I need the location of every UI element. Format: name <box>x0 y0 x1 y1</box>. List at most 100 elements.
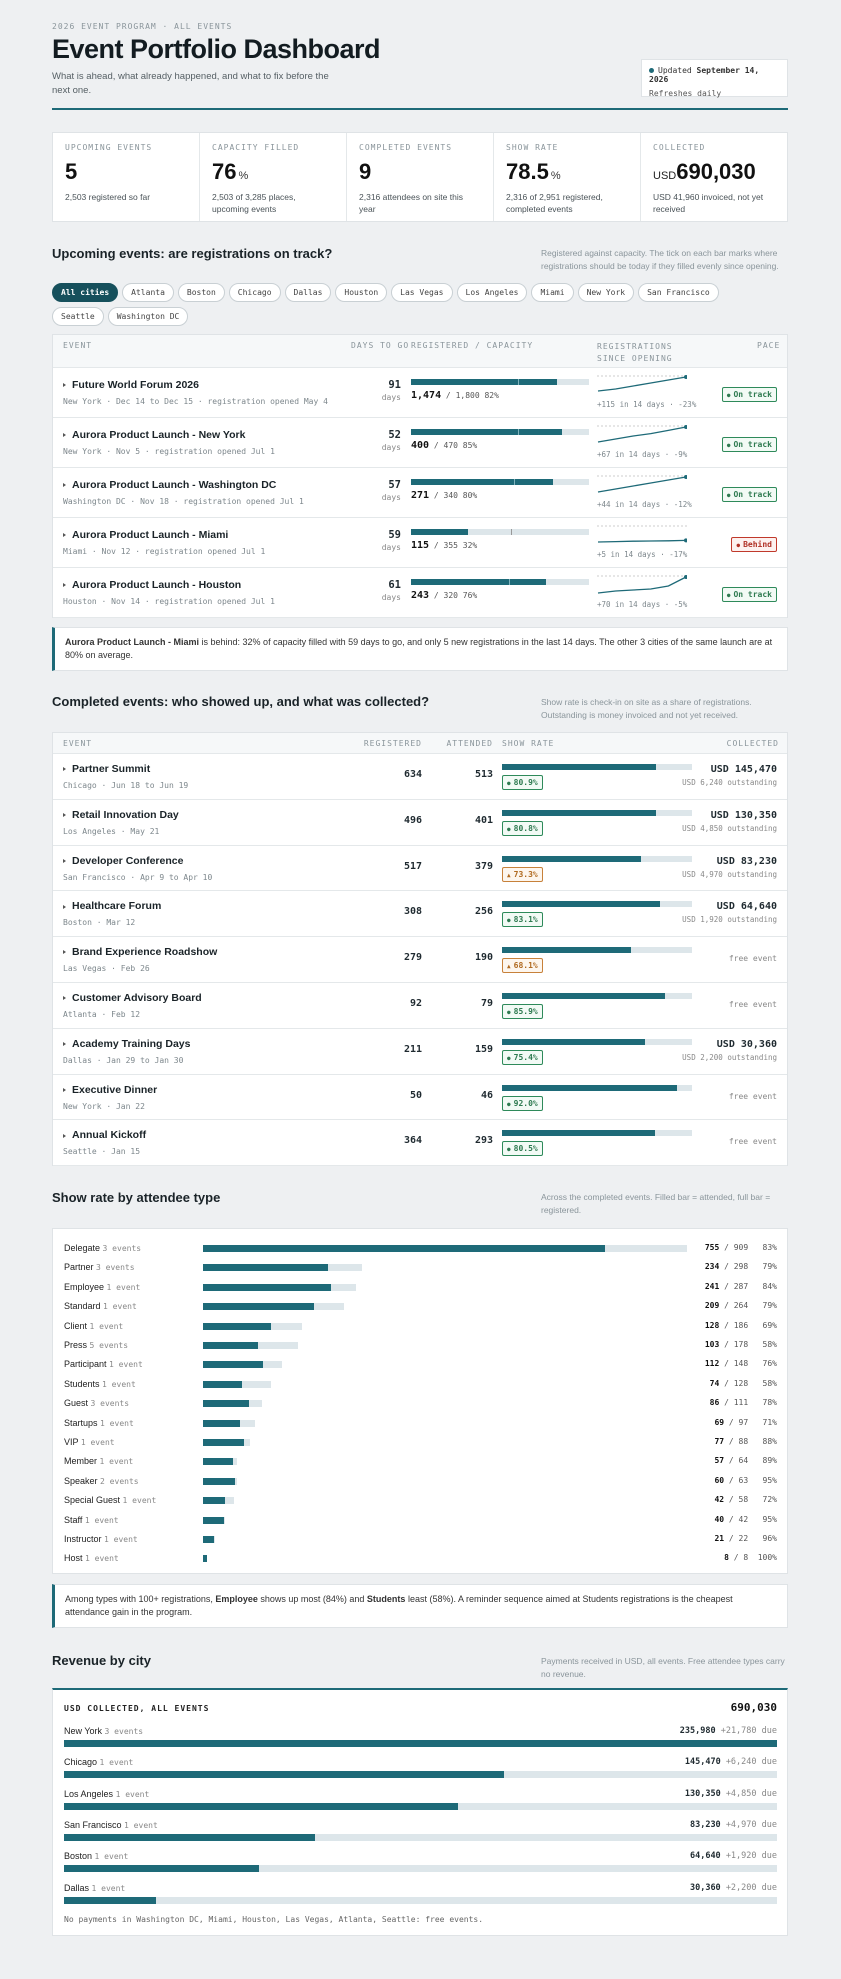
completed-row[interactable]: Developer Conference San Francisco · Apr … <box>53 846 787 892</box>
trend-text: +44 in 14 days · -12% <box>597 500 692 509</box>
expand-caret-icon[interactable] <box>63 950 66 955</box>
completed-row[interactable]: Healthcare Forum Boston · Mar 12 308 256 ● 83… <box>53 891 787 938</box>
pace-badge-wrap: ● On track <box>721 384 777 402</box>
show-rate-badge: ▲ 68.1% <box>502 958 543 974</box>
event-title-line: Aurora Product Launch - Houston <box>63 579 241 591</box>
check-dot-icon: ● <box>726 392 731 399</box>
city-revenue-bar <box>64 1833 777 1841</box>
filter-chip-new-york[interactable]: New York <box>577 283 635 302</box>
expand-caret-icon[interactable] <box>63 858 66 863</box>
upcoming-row[interactable]: Aurora Product Launch - Washington DC Was… <box>53 468 787 518</box>
header-rule <box>52 108 788 110</box>
attended-count: 513 <box>474 769 493 780</box>
expand-caret-icon[interactable] <box>63 996 66 1001</box>
completed-row[interactable]: Brand Experience Roadshow Las Vegas · Feb… <box>53 937 787 983</box>
revenue-city-row: New York 3 events 235,980 +21,780 due <box>64 1726 777 1752</box>
filter-chip-chicago[interactable]: Chicago <box>228 283 281 302</box>
expand-caret-icon[interactable] <box>63 483 66 488</box>
attendee-events: 5 events <box>89 1341 129 1350</box>
city-label: San Francisco 1 event <box>64 1820 158 1830</box>
filter-chip-miami[interactable]: Miami <box>531 283 574 302</box>
registered-bar <box>203 1419 255 1427</box>
attendee-values: 128 / 186 69% <box>704 1320 777 1330</box>
attendee-type: Startups <box>64 1417 98 1428</box>
event-title-line: Aurora Product Launch - Washington DC <box>63 479 276 491</box>
expand-caret-icon[interactable] <box>63 904 66 909</box>
capacity-bar <box>411 479 589 485</box>
days-to-go: 91 <box>388 379 401 391</box>
attended-value: 755 <box>704 1243 720 1252</box>
attendee-type: Special Guest <box>64 1495 121 1506</box>
attended-value: 128 <box>704 1320 720 1330</box>
completed-row[interactable]: Customer Advisory Board Atlanta · Feb 12 9… <box>53 983 787 1029</box>
pace-label: Behind <box>743 540 772 549</box>
expand-caret-icon[interactable] <box>63 813 66 818</box>
collected-amount: USD 83,230 <box>716 855 777 867</box>
reg-count: 1,474 <box>411 390 442 401</box>
outstanding-amount: USD 4,850 outstanding <box>682 823 777 833</box>
expand-caret-icon[interactable] <box>63 533 66 538</box>
attended-value: 21 <box>714 1534 725 1543</box>
upcoming-row[interactable]: Aurora Product Launch - Miami Miami · Nov… <box>53 518 787 568</box>
kpi-strip: UPCOMING EVENTS 5 2,503 registered so far C… <box>52 132 788 222</box>
event-meta: New York · Nov 5 · registration opened J… <box>63 447 275 456</box>
registered-bar <box>203 1361 282 1369</box>
event-name: Brand Experience Roadshow <box>72 946 218 959</box>
registered-bar <box>203 1516 226 1524</box>
filter-chip-boston[interactable]: Boston <box>177 283 225 302</box>
reg-line: 400 / 470 85% <box>411 440 478 451</box>
show-rate-bar <box>502 1084 692 1091</box>
event-meta: Miami · Nov 12 · registration opened Jul… <box>63 547 266 556</box>
attendee-values: 209 / 264 79% <box>704 1301 777 1311</box>
upcoming-title: Upcoming events: are registrations on tr… <box>52 246 333 261</box>
col-event: EVENT <box>63 341 93 350</box>
filter-chip-dallas[interactable]: Dallas <box>284 283 332 302</box>
show-rate-label: 92.0% <box>513 1098 538 1108</box>
completed-row[interactable]: Academy Training Days Dallas · Jan 29 to … <box>53 1029 787 1075</box>
refresh-note: Refreshes daily <box>649 89 722 98</box>
upcoming-row[interactable]: Future World Forum 2026 New York · Dec 14… <box>53 368 787 418</box>
spark-line <box>597 376 687 392</box>
days-unit: days <box>381 493 401 502</box>
check-dot-icon: ● <box>507 1146 511 1154</box>
pace-tick <box>517 429 519 435</box>
filter-chip-seattle[interactable]: Seattle <box>52 307 104 326</box>
attended-value: 8 <box>724 1553 729 1563</box>
filter-chip-las-vegas[interactable]: Las Vegas <box>391 283 453 302</box>
attended-fill <box>203 1245 605 1252</box>
upcoming-row[interactable]: Aurora Product Launch - Houston Houston ·… <box>53 568 787 618</box>
expand-caret-icon[interactable] <box>63 1087 66 1092</box>
filter-chip-san-francisco[interactable]: San Francisco <box>638 283 719 302</box>
col-registered: REGISTERED / CAPACITY <box>411 341 534 350</box>
outstanding-amount: USD 4,970 outstanding <box>682 869 777 879</box>
expand-caret-icon[interactable] <box>63 767 66 772</box>
completed-row[interactable]: Retail Innovation Day Los Angeles · May 2… <box>53 800 787 846</box>
attendee-type: VIP <box>64 1437 79 1447</box>
expand-caret-icon[interactable] <box>63 583 66 588</box>
attendee-type: Delegate <box>64 1243 101 1253</box>
city-due: +4,850 due <box>725 1788 777 1799</box>
completed-row[interactable]: Annual Kickoff Seattle · Jan 15 364 293 ● 80.… <box>53 1120 787 1167</box>
upcoming-row[interactable]: Aurora Product Launch - New York New York… <box>53 418 787 468</box>
registered-value: 97 <box>738 1417 749 1427</box>
filter-chip-los-angeles[interactable]: Los Angeles <box>456 283 528 302</box>
expand-caret-icon[interactable] <box>63 1133 66 1138</box>
event-name: Developer Conference <box>72 854 184 867</box>
expand-caret-icon[interactable] <box>63 383 66 388</box>
filter-chip-washington-dc[interactable]: Washington DC <box>107 307 189 326</box>
registered-count: 308 <box>403 906 422 918</box>
city-values: 30,360 +2,200 due <box>690 1883 777 1893</box>
filter-chip-all-cities[interactable]: All cities <box>52 283 119 302</box>
attended-value: 57 <box>714 1456 725 1466</box>
completed-row[interactable]: Partner Summit Chicago · Jun 18 to Jun 19… <box>53 754 787 800</box>
filter-chip-atlanta[interactable]: Atlanta <box>122 283 174 302</box>
city-label: Los Angeles 1 event <box>64 1789 149 1799</box>
attendee-pct: 69% <box>762 1320 777 1330</box>
filter-chip-houston[interactable]: Houston <box>335 283 388 302</box>
completed-row[interactable]: Executive Dinner New York · Jan 22 50 46 ● 92… <box>53 1075 787 1121</box>
warning-triangle-icon: ▲ <box>507 871 511 879</box>
kpi-note: 2,503 registered so far <box>65 192 151 202</box>
expand-caret-icon[interactable] <box>63 1042 66 1046</box>
city-values: 235,980 +21,780 due <box>680 1726 777 1736</box>
expand-caret-icon[interactable] <box>63 433 66 438</box>
